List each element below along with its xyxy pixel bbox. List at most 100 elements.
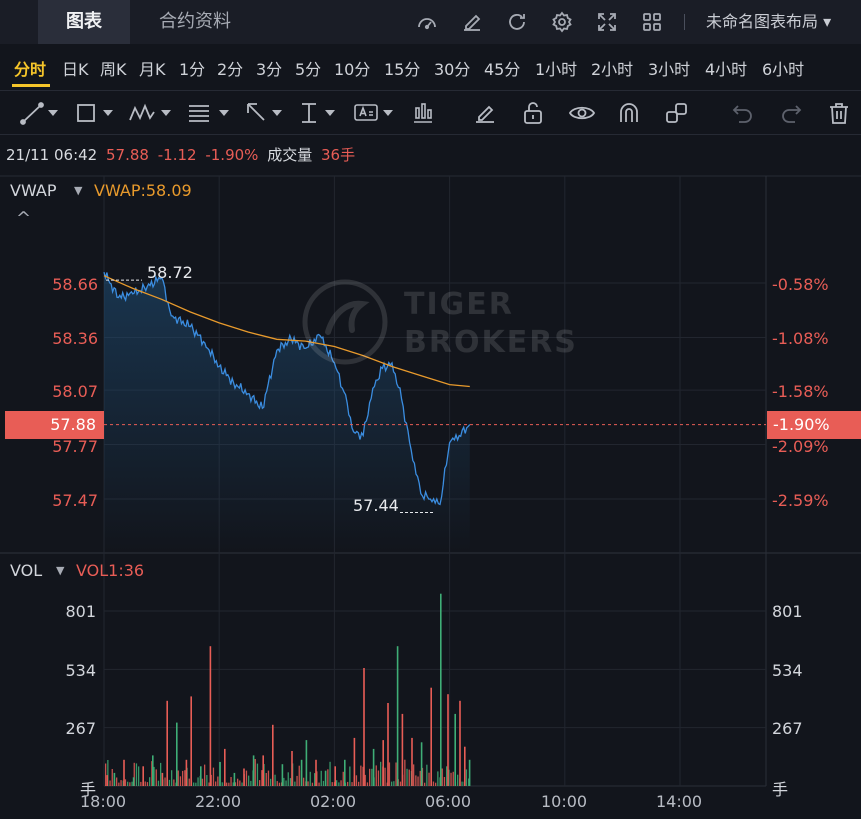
volume-bar [396, 646, 399, 786]
period-week[interactable]: 周K [100, 60, 127, 79]
period-30m[interactable]: 30分 [434, 60, 471, 79]
volume-bar [417, 776, 419, 786]
volume-bar [441, 768, 443, 786]
range-tool-icon[interactable] [298, 100, 342, 126]
volume-bar [413, 764, 415, 786]
period-timeshare[interactable]: 分时 [14, 60, 47, 79]
period-1h[interactable]: 1小时 [535, 60, 578, 79]
volume-bar [217, 776, 219, 786]
period-2m[interactable]: 2分 [217, 60, 244, 79]
period-15m[interactable]: 15分 [384, 60, 421, 79]
volume-bar [204, 764, 206, 786]
link-icon[interactable] [664, 100, 690, 126]
volume-bar [331, 782, 333, 786]
volume-bar [233, 772, 236, 786]
tab-contract-info[interactable]: 合约资料 [159, 11, 231, 32]
magnet-icon[interactable] [616, 100, 642, 126]
quote-datetime: 21/11 06:42 [6, 146, 98, 164]
position-tool-icon[interactable] [410, 100, 436, 126]
y-label-left: 58.66 [52, 275, 98, 294]
volume-bar [344, 759, 346, 786]
tab-chart[interactable]: 图表 [38, 0, 130, 44]
divider [0, 90, 861, 91]
volume-bar [294, 781, 296, 786]
volume-bar [372, 748, 375, 786]
period-1m[interactable]: 1分 [179, 60, 206, 79]
period-2h[interactable]: 2小时 [591, 60, 634, 79]
volume-bar [406, 768, 408, 786]
eye-icon[interactable] [568, 100, 596, 126]
period-4h[interactable]: 4小时 [705, 60, 748, 79]
fib-tool-icon[interactable] [186, 100, 234, 126]
vol-y-label-right: 534 [772, 661, 803, 680]
volume-bar [276, 781, 278, 786]
volume-bar [388, 762, 391, 786]
trash-icon[interactable] [826, 100, 852, 126]
undo-icon[interactable] [730, 100, 756, 126]
unlock-icon[interactable] [520, 100, 546, 126]
volume-bar [188, 778, 190, 786]
settings-icon[interactable] [550, 10, 574, 34]
volume-bar [230, 777, 232, 786]
collapse-pane-icon[interactable]: ^ [16, 208, 32, 229]
vwap-indicator-label[interactable]: VWAP [10, 181, 57, 200]
volume-bar [262, 755, 264, 786]
volume-bar [459, 700, 461, 786]
vol-indicator-label[interactable]: VOL [10, 561, 43, 580]
volume-bar [401, 713, 404, 786]
volume-bar [327, 769, 329, 786]
rectangle-tool-icon[interactable] [74, 100, 118, 126]
pattern-tool-icon[interactable] [128, 100, 176, 126]
x-tick-label: 10:00 [541, 792, 588, 811]
arrow-tool-icon[interactable] [244, 100, 288, 126]
vol-value: VOL1:36 [76, 561, 145, 580]
volume-bar [324, 770, 327, 786]
period-3h[interactable]: 3小时 [648, 60, 691, 79]
brush-icon[interactable] [472, 100, 498, 126]
vol-y-label-left: 267 [65, 719, 96, 738]
grid-icon[interactable] [640, 10, 664, 34]
volume-bar [129, 782, 131, 786]
period-45m[interactable]: 45分 [484, 60, 521, 79]
volume-bar [329, 761, 331, 786]
volume-bar [435, 782, 437, 786]
volume-bar [153, 766, 155, 786]
period-month[interactable]: 月K [139, 60, 166, 79]
volume-bar [300, 759, 303, 786]
volume-bar [267, 770, 270, 786]
current-price-tag: 57.88 [5, 411, 104, 439]
refresh-icon[interactable] [505, 10, 529, 34]
current-pct-tag: -1.90% [767, 411, 861, 439]
volume-bar [224, 748, 226, 786]
period-day[interactable]: 日K [62, 60, 89, 79]
volume-bar [387, 703, 389, 786]
period-5m[interactable]: 5分 [295, 60, 322, 79]
volume-bar [446, 766, 448, 786]
edit-icon[interactable] [460, 10, 484, 34]
volume-bar [200, 766, 202, 786]
trendline-tool-icon[interactable] [20, 100, 64, 126]
redo-icon[interactable] [778, 100, 804, 126]
gauge-icon[interactable] [415, 10, 439, 34]
volume-bar [219, 762, 221, 786]
volume-bar [408, 769, 410, 786]
volume-bar [206, 775, 208, 786]
volume-bar [426, 764, 428, 786]
fullscreen-icon[interactable] [595, 10, 619, 34]
volume-bar [421, 767, 424, 786]
volume-bar [142, 766, 144, 786]
volume-bar [364, 774, 366, 786]
y-label-left: 57.77 [52, 437, 98, 456]
period-6h[interactable]: 6小时 [762, 60, 805, 79]
divider [0, 134, 861, 135]
layout-selector[interactable]: 未命名图表布局 ▾ [706, 12, 832, 31]
volume-bar [363, 668, 365, 786]
volume-bar [404, 759, 406, 786]
drawing-toolbar [0, 92, 861, 134]
vwap-dropdown-icon[interactable]: ▼ [74, 184, 83, 197]
text-tool-icon[interactable] [352, 100, 398, 126]
vol-dropdown-icon[interactable]: ▼ [56, 564, 65, 577]
period-3m[interactable]: 3分 [256, 60, 283, 79]
period-10m[interactable]: 10分 [334, 60, 371, 79]
